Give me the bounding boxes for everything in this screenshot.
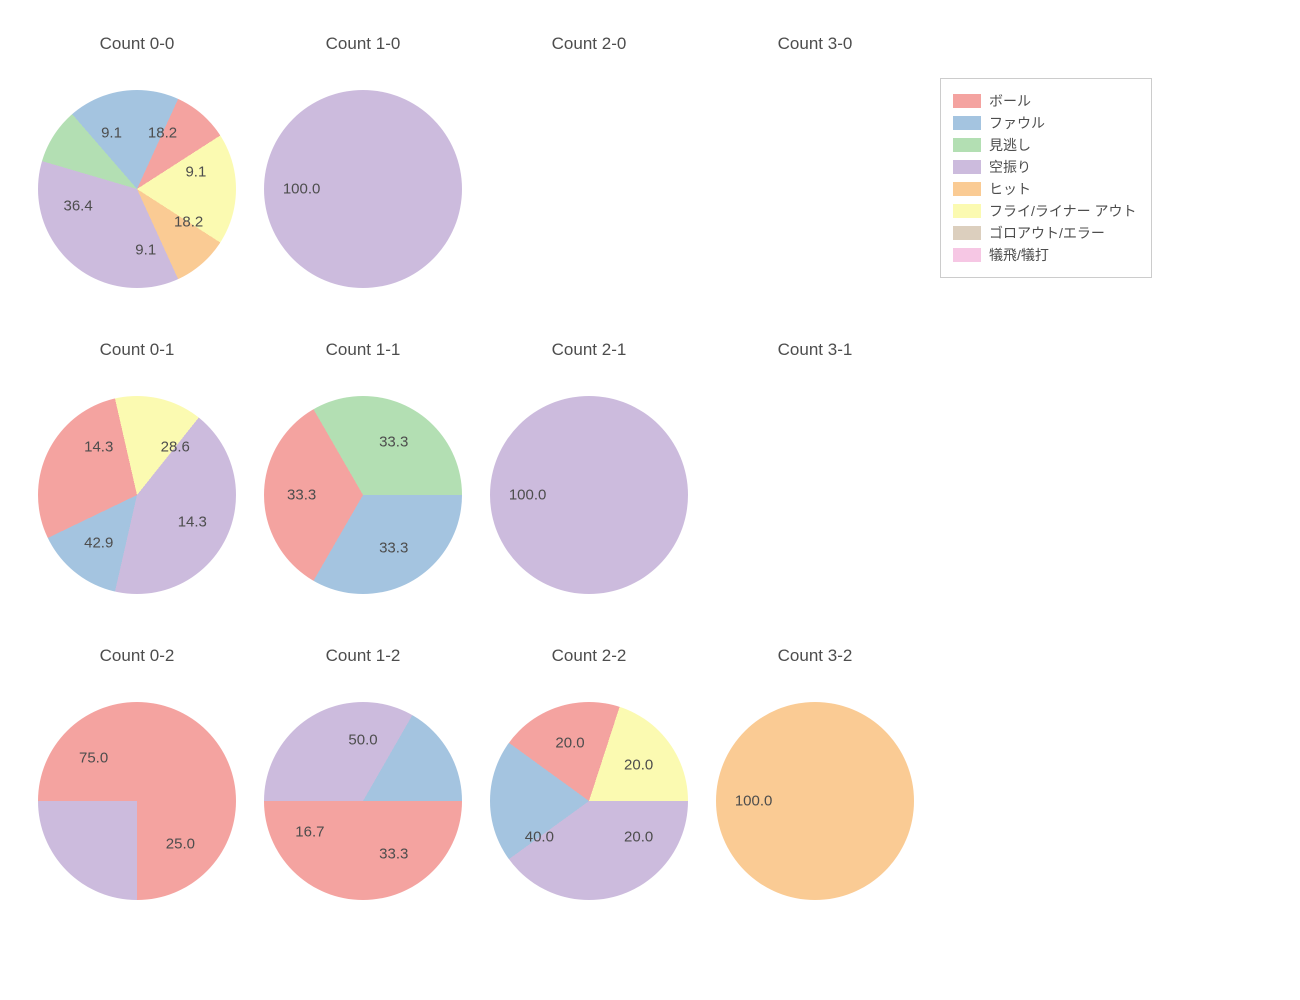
slice-label: 9.1 (135, 241, 156, 258)
legend-row: ファウル (953, 113, 1137, 133)
legend-label: 犠飛/犠打 (989, 245, 1049, 265)
slice-label: 28.6 (161, 439, 190, 456)
legend-label: ボール (989, 91, 1031, 111)
legend-label: ファウル (989, 113, 1045, 133)
slice-label: 33.3 (379, 540, 408, 557)
pie-cell: Count 0-2 75.0 25.0 (24, 626, 250, 932)
slice-label: 42.9 (84, 534, 113, 551)
legend-label: 見逃し (989, 135, 1031, 155)
legend-label: 空振り (989, 157, 1031, 177)
legend-row: フライ/ライナー アウト (953, 201, 1137, 221)
slice-label: 18.2 (174, 214, 203, 231)
pie-title: Count 3-0 (702, 34, 928, 54)
pie-chart (38, 702, 236, 900)
slice-label: 20.0 (555, 734, 584, 751)
pie-cell: Count 1-0 100.0 (250, 14, 476, 320)
pie-cell: Count 2-1 100.0 (476, 320, 702, 626)
pie-title: Count 2-0 (476, 34, 702, 54)
slice-label: 14.3 (84, 439, 113, 456)
slice-label: 33.3 (379, 846, 408, 863)
chart-stage: Count 0-0 9.1 18.2 9.1 36.4 9.1 18.2 Count 1-0 1… (0, 0, 1300, 1000)
legend-row: ゴロアウト/エラー (953, 223, 1137, 243)
slice-label: 9.1 (101, 125, 122, 142)
legend-row: 空振り (953, 157, 1137, 177)
slice-label: 33.3 (287, 487, 316, 504)
pie-cell: Count 0-0 9.1 18.2 9.1 36.4 9.1 18.2 (24, 14, 250, 320)
pie-title: Count 0-2 (24, 646, 250, 666)
legend-swatch (953, 94, 981, 108)
pie-title: Count 0-0 (24, 34, 250, 54)
pie-title: Count 3-2 (702, 646, 928, 666)
legend-swatch (953, 138, 981, 152)
slice-label: 18.2 (148, 125, 177, 142)
pie-cell: Count 1-2 50.0 16.7 33.3 (250, 626, 476, 932)
pie-cell: Count 3-1 (702, 320, 928, 626)
slice-label: 36.4 (63, 198, 92, 215)
legend-swatch (953, 248, 981, 262)
slice-label: 75.0 (79, 749, 108, 766)
pie-title: Count 2-2 (476, 646, 702, 666)
slice-label: 40.0 (525, 829, 554, 846)
pie-cell: Count 0-1 28.6 14.3 42.9 14.3 (24, 320, 250, 626)
slice-label: 9.1 (185, 163, 206, 180)
pie-cell: Count 1-1 33.3 33.3 33.3 (250, 320, 476, 626)
pie-cell: Count 3-0 (702, 14, 928, 320)
legend-swatch (953, 182, 981, 196)
legend-swatch (953, 204, 981, 218)
pie-chart (38, 396, 236, 594)
legend-row: ヒット (953, 179, 1137, 199)
pie-title: Count 1-2 (250, 646, 476, 666)
slice-label: 50.0 (348, 731, 377, 748)
legend-label: ゴロアウト/エラー (989, 223, 1105, 243)
slice-label: 20.0 (624, 756, 653, 773)
slice-label: 100.0 (735, 793, 773, 810)
slice-label: 33.3 (379, 433, 408, 450)
pie-title: Count 1-1 (250, 340, 476, 360)
pie-cell: Count 2-2 20.0 20.0 40.0 20.0 (476, 626, 702, 932)
slice-label: 100.0 (283, 181, 321, 198)
pie-title: Count 1-0 (250, 34, 476, 54)
pie-title: Count 0-1 (24, 340, 250, 360)
legend-row: ボール (953, 91, 1137, 111)
slice-label: 16.7 (295, 823, 324, 840)
pie-title: Count 3-1 (702, 340, 928, 360)
pie-title: Count 2-1 (476, 340, 702, 360)
legend-swatch (953, 160, 981, 174)
pie-chart (38, 90, 236, 288)
legend-row: 犠飛/犠打 (953, 245, 1137, 265)
pie-cell: Count 3-2 100.0 (702, 626, 928, 932)
legend: ボールファウル見逃し空振りヒットフライ/ライナー アウトゴロアウト/エラー犠飛/… (940, 78, 1152, 278)
legend-label: フライ/ライナー アウト (989, 201, 1137, 221)
legend-label: ヒット (989, 179, 1031, 199)
legend-swatch (953, 116, 981, 130)
legend-swatch (953, 226, 981, 240)
slice-label: 14.3 (178, 513, 207, 530)
slice-label: 20.0 (624, 829, 653, 846)
slice-label: 25.0 (166, 836, 195, 853)
slice-label: 100.0 (509, 487, 547, 504)
pie-chart (490, 702, 688, 900)
pie-cell: Count 2-0 (476, 14, 702, 320)
legend-row: 見逃し (953, 135, 1137, 155)
